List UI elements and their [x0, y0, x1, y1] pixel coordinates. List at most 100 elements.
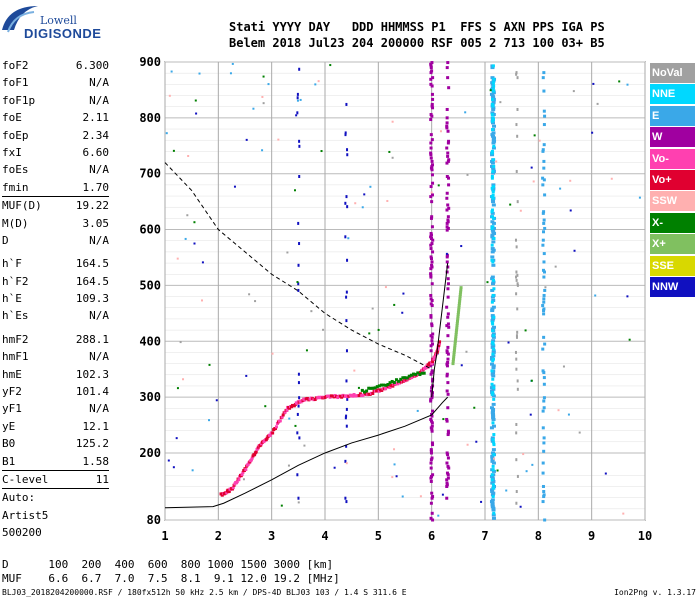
echo-nnw	[344, 416, 347, 420]
echo-e	[594, 294, 597, 297]
echo-w	[430, 335, 434, 339]
echo-e	[491, 101, 496, 105]
echo-w	[445, 196, 449, 200]
echo-w	[429, 231, 433, 235]
echo-nne	[492, 443, 496, 447]
echo-nnw	[298, 436, 301, 440]
echo-x	[393, 303, 396, 306]
echo-x	[412, 372, 416, 376]
echo-w	[429, 349, 433, 353]
echo-e	[543, 288, 547, 292]
echo-w	[430, 263, 434, 267]
param-value: 6.300	[75, 59, 109, 72]
echo-w	[430, 265, 434, 269]
echo-e	[543, 342, 547, 346]
echo-vo	[285, 408, 289, 412]
echo-e	[559, 187, 562, 190]
echo-e	[490, 277, 495, 281]
param-row-16: hmF1 N/A	[2, 348, 109, 365]
echo-x	[420, 371, 424, 375]
echo-nnw	[402, 292, 405, 295]
echo-vo	[274, 426, 278, 430]
echo-nnw	[233, 185, 236, 188]
legend-nne: NNE	[650, 84, 695, 105]
echo-w	[429, 448, 433, 452]
echo-nnw	[296, 96, 299, 100]
echo-vo	[293, 402, 297, 406]
echo-nnw	[345, 424, 348, 428]
echo-nne	[490, 300, 494, 304]
echo-e	[416, 409, 419, 412]
echo-e	[491, 226, 496, 230]
echo-xplus	[456, 312, 460, 316]
echo-w	[429, 389, 433, 393]
echo-e	[229, 72, 232, 75]
echo-noval	[515, 458, 518, 462]
echo-e	[491, 96, 496, 100]
echo-nnw	[296, 412, 299, 416]
echo-ssw	[439, 130, 442, 133]
echo-noval	[562, 365, 565, 368]
echo-w	[429, 156, 433, 160]
echo-x	[386, 383, 390, 387]
param-row-3: foE 2.11	[2, 109, 109, 126]
echo-noval	[516, 273, 519, 277]
echo-nne	[491, 342, 495, 346]
echo-e	[541, 369, 545, 373]
param-label: hmF1	[2, 350, 29, 364]
echo-e	[491, 282, 496, 286]
echo-w	[445, 324, 449, 328]
echo-nnw	[519, 505, 522, 508]
echo-vo	[340, 395, 344, 399]
echo-nne	[491, 357, 495, 361]
echo-e	[491, 402, 496, 406]
echo-nne	[492, 236, 496, 240]
echo-e	[525, 470, 528, 473]
echo-noval	[515, 71, 518, 75]
echo-w	[445, 270, 449, 274]
echo-x	[320, 150, 323, 153]
echo-x	[618, 80, 621, 83]
echo-noval	[515, 275, 518, 279]
echo-w	[429, 185, 433, 189]
echo-x	[397, 379, 401, 383]
param-value: 1.70	[82, 180, 110, 194]
echo-nnw	[460, 245, 463, 248]
echo-e	[490, 94, 495, 98]
echo-xplus	[454, 333, 458, 337]
echo-nne	[491, 64, 495, 68]
echo-xplus	[458, 295, 462, 299]
echo-vo	[268, 433, 272, 437]
echo-e	[490, 198, 495, 202]
echo-e	[541, 471, 545, 475]
echo-w	[446, 431, 450, 435]
echo-w	[430, 456, 434, 460]
echo-w	[429, 344, 433, 348]
echo-w	[429, 216, 433, 220]
echo-nnw	[344, 133, 347, 137]
echo-w	[430, 322, 434, 326]
echo-w	[445, 372, 449, 376]
echo-e	[490, 501, 495, 505]
echo-noval	[515, 431, 518, 435]
echo-w	[445, 349, 449, 353]
param-value: 125.2	[75, 437, 109, 451]
echo-e	[490, 211, 495, 215]
param-row-24: Auto:	[2, 489, 109, 506]
echo-w	[430, 386, 434, 390]
echo-e	[491, 412, 496, 416]
echo-x	[176, 387, 179, 390]
echo-xplus	[459, 288, 463, 292]
echo-e	[542, 210, 546, 214]
echo-vo	[253, 453, 257, 457]
echo-w	[446, 218, 450, 222]
param-row-19: yF1 N/A	[2, 400, 109, 417]
param-label: yE	[2, 419, 16, 433]
echo-w	[446, 265, 450, 269]
echo-e	[492, 139, 497, 143]
echo-noval	[186, 214, 189, 217]
param-row-0: foF2 6.300	[2, 57, 109, 74]
echo-x	[264, 405, 267, 408]
echo-e	[491, 339, 496, 343]
echo-w	[445, 305, 449, 309]
